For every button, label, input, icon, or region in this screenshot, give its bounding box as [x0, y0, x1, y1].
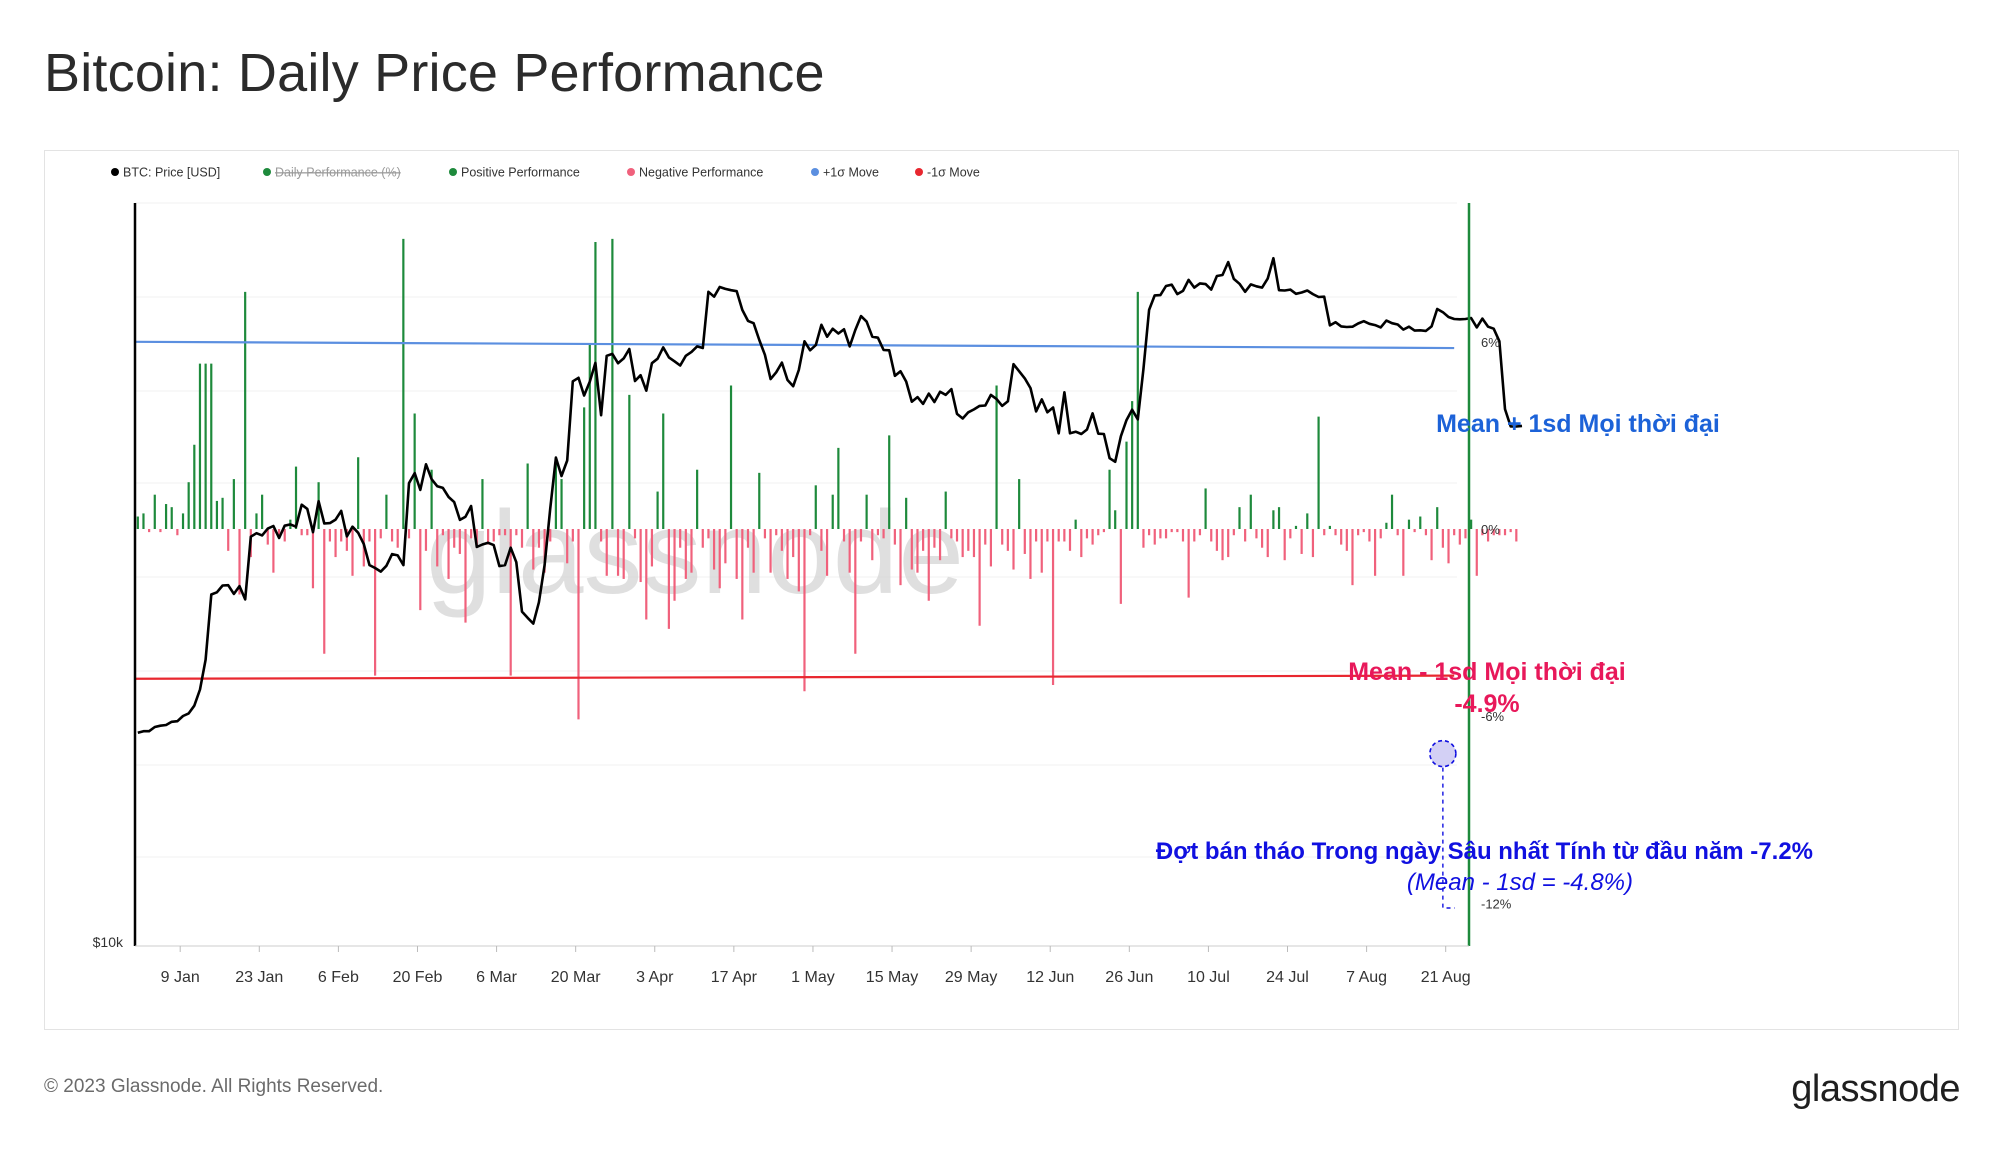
x-tick-label: 9 Jan [161, 969, 200, 986]
legend-label: Negative Performance [639, 166, 763, 180]
y-right-tick-label: -12% [1481, 896, 1512, 911]
x-tick-label: 20 Mar [551, 969, 601, 986]
chart-frame: BTC: Price [USD] Daily Performance (%) Pos… [44, 150, 1959, 1030]
watermark: glassnode [426, 487, 964, 619]
page-title: Bitcoin: Daily Price Performance [44, 43, 825, 103]
x-tick-label: 10 Jul [1187, 969, 1230, 986]
x-tick-label: 1 May [791, 969, 835, 986]
y-right-tick-label: 6% [1481, 335, 1500, 350]
legend-item[interactable]: -1σ Move [915, 166, 980, 180]
plus-sigma-line [134, 340, 1455, 350]
legend-marker [263, 168, 271, 176]
annotations: Mean + 1sd Mọi thời đại Mean - 1sd Mọi th… [1156, 410, 1813, 909]
legend-marker [449, 168, 457, 176]
legend-marker [111, 168, 119, 176]
x-tick-label: 12 Jun [1026, 969, 1074, 986]
legend-item[interactable]: BTC: Price [USD] [111, 166, 220, 180]
x-tick-label: 21 Aug [1421, 969, 1471, 986]
axes: 9 Jan 23 Jan 6 Feb 20 Feb 6 Mar 20 Mar 3 Apr 17… [93, 203, 1512, 986]
minus-sigma-annotation: Mean - 1sd Mọi thời đại [1348, 658, 1626, 686]
x-tick-label: 7 Aug [1346, 969, 1387, 986]
performance-chart: BTC: Price [USD] Daily Performance (%) Pos… [93, 166, 1813, 987]
x-tick-label: 26 Jun [1105, 969, 1153, 986]
x-tick-label: 15 May [866, 969, 918, 986]
x-tick-label: 17 Apr [711, 969, 758, 986]
legend-item[interactable]: +1σ Move [811, 166, 879, 180]
legend-label: BTC: Price [USD] [123, 166, 220, 180]
x-tick-label: 20 Feb [393, 969, 443, 986]
x-tick-label: 6 Mar [476, 969, 518, 986]
legend-marker [811, 168, 819, 176]
y-right-tick-label: 0% [1481, 522, 1500, 537]
x-tick-label: 6 Feb [318, 969, 359, 986]
legend-marker [627, 168, 635, 176]
legend: BTC: Price [USD] Daily Performance (%) Pos… [111, 166, 980, 180]
y-left-tick-label: $10k [93, 934, 124, 950]
legend-item[interactable]: Negative Performance [627, 166, 763, 180]
y-right-tick-label: -6% [1481, 709, 1505, 724]
minus-sigma-value: -4.9% [1454, 690, 1519, 718]
price-line-group [137, 256, 1523, 735]
x-tick-label: 29 May [945, 969, 997, 986]
minus-sigma-line [134, 674, 1455, 680]
price-line [137, 256, 1523, 735]
selloff-annotation: Đợt bán tháo Trong ngày Sâu nhất Tính từ… [1156, 838, 1813, 865]
legend-marker [915, 168, 923, 176]
selloff-marker [1429, 739, 1457, 768]
legend-label: -1σ Move [927, 166, 980, 180]
legend-item[interactable]: Positive Performance [449, 166, 580, 180]
legend-label: +1σ Move [823, 166, 879, 180]
sigma-lines [134, 340, 1455, 680]
performance-bars [136, 238, 1518, 720]
x-tick-label: 24 Jul [1266, 969, 1309, 986]
plus-sigma-annotation: Mean + 1sd Mọi thời đại [1436, 410, 1720, 438]
selloff-subnote: (Mean - 1sd = -4.8%) [1407, 869, 1633, 896]
legend-label: Daily Performance (%) [275, 166, 401, 180]
legend-item[interactable]: Daily Performance (%) [263, 166, 401, 180]
legend-label: Positive Performance [461, 166, 580, 180]
x-tick-label: 3 Apr [636, 969, 674, 986]
copyright-text: © 2023 Glassnode. All Rights Reserved. [44, 1076, 384, 1097]
x-tick-label: 23 Jan [235, 969, 283, 986]
glassnode-logo: glassnode [1791, 1068, 1960, 1110]
